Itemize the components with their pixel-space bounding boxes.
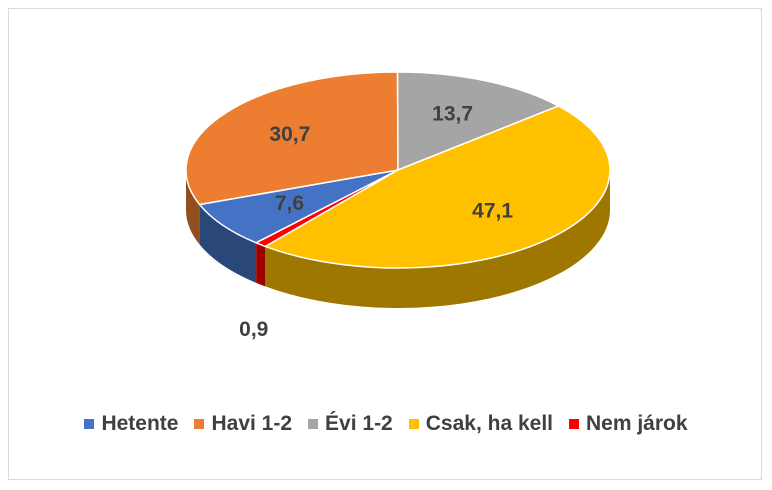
pie-sides — [186, 170, 610, 308]
data-label: 30,7 — [269, 123, 310, 146]
slice-side — [256, 242, 266, 287]
pie-slice — [254, 169, 399, 248]
pie-slice — [263, 105, 611, 269]
legend-label: Nem járok — [586, 412, 688, 435]
legend-label: Hetente — [101, 412, 179, 435]
data-labels: 7,6 30,7 13,7 47,1 0,9 — [239, 102, 513, 341]
pie-slice — [396, 71, 561, 172]
legend-label: Évi 1-2 — [325, 412, 393, 435]
slice-side — [265, 170, 610, 308]
legend-label: Csak, ha kell — [425, 412, 553, 435]
pie-slice — [185, 71, 399, 206]
data-label: 13,7 — [432, 102, 473, 125]
legend-swatch — [569, 419, 579, 429]
chart: 7,6 30,7 13,7 47,1 0,9 — [185, 71, 611, 341]
chart-frame — [8, 8, 762, 480]
slice-side — [199, 204, 257, 283]
legend-item: Hetente — [84, 412, 178, 436]
data-label: 0,9 — [239, 318, 268, 341]
data-label: 47,1 — [472, 200, 513, 223]
legend-item: Évi 1-2 — [308, 412, 393, 436]
pie-tops — [185, 71, 611, 269]
pie-slice — [198, 169, 399, 244]
legend-item: Nem járok — [569, 412, 688, 436]
legend-item: Csak, ha kell — [408, 412, 553, 436]
legend-label: Havi 1-2 — [211, 412, 293, 435]
legend-item: Havi 1-2 — [194, 412, 292, 436]
legend-swatch — [408, 419, 419, 429]
legend-swatch — [194, 419, 205, 429]
legend: Hetente Havi 1-2 Évi 1-2 Csak, ha kell Nem j… — [0, 412, 772, 436]
legend-swatch — [84, 419, 95, 429]
legend-swatch — [308, 419, 319, 429]
data-label: 7,6 — [275, 192, 304, 215]
